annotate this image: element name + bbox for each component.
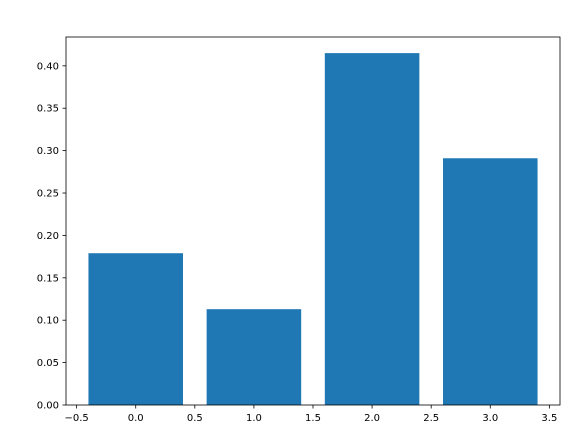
y-tick-label: 0.25 (37, 189, 59, 200)
bar (443, 158, 538, 405)
y-tick-label: 0.35 (37, 104, 59, 115)
x-tick-label: 3.0 (482, 413, 498, 424)
y-tick-label: 0.15 (37, 273, 59, 284)
y-tick-label: 0.20 (37, 231, 59, 242)
bar (88, 253, 183, 405)
bar (206, 309, 302, 405)
y-tick-label: 0.10 (37, 316, 59, 327)
y-tick-label: 0.30 (37, 146, 59, 157)
y-tick-label: 0.00 (37, 401, 59, 412)
x-tick-label: 2.5 (423, 413, 439, 424)
x-tick-label: 0.5 (187, 413, 203, 424)
y-tick-label: 0.05 (37, 358, 59, 369)
x-tick-label: −0.5 (64, 413, 88, 424)
x-tick-label: 2.0 (364, 413, 380, 424)
x-tick-label: 1.5 (305, 413, 321, 424)
x-tick-label: 3.5 (541, 413, 557, 424)
bar (324, 53, 420, 406)
y-tick-label: 0.40 (37, 61, 59, 72)
x-tick-label: 1.0 (246, 413, 262, 424)
x-tick-label: 0.0 (128, 413, 144, 424)
